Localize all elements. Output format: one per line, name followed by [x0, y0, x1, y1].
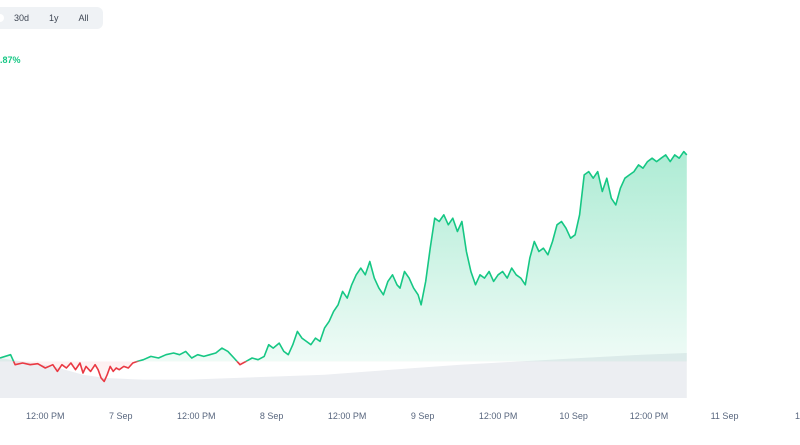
x-tick-label: 12:00 PM	[479, 411, 518, 421]
price-line-up	[0, 150, 688, 362]
price-area-up	[0, 151, 687, 362]
price-change-percent: .87%	[0, 55, 21, 65]
x-tick-label: 10 Sep	[559, 411, 588, 421]
x-tick-label: 8 Sep	[260, 411, 284, 421]
price-area	[0, 151, 687, 382]
x-tick-label: 12:00 PM	[177, 411, 216, 421]
range-option-30d[interactable]: 30d	[14, 13, 30, 23]
price-line-down	[12, 361, 248, 383]
range-option-selected[interactable]	[0, 14, 4, 22]
x-tick-label: 12	[795, 411, 800, 421]
x-tick-label: 12:00 PM	[26, 411, 65, 421]
volume-shape	[0, 353, 687, 398]
x-tick-label: 7 Sep	[109, 411, 133, 421]
x-tick-label: 12:00 PM	[630, 411, 669, 421]
x-tick-label: 12:00 PM	[328, 411, 367, 421]
range-option-all[interactable]: All	[78, 13, 89, 23]
time-range-selector: 30d 1y All	[0, 7, 103, 29]
price-line	[0, 150, 688, 383]
volume-area	[0, 353, 687, 398]
x-tick-label: 11 Sep	[711, 411, 739, 421]
x-tick-label: 9 Sep	[411, 411, 435, 421]
range-option-1y[interactable]: 1y	[49, 13, 59, 23]
price-area-down	[0, 361, 687, 382]
x-axis: 12:00 PM 7 Sep 12:00 PM 8 Sep 12:00 PM 9 Sep 1…	[26, 411, 800, 421]
